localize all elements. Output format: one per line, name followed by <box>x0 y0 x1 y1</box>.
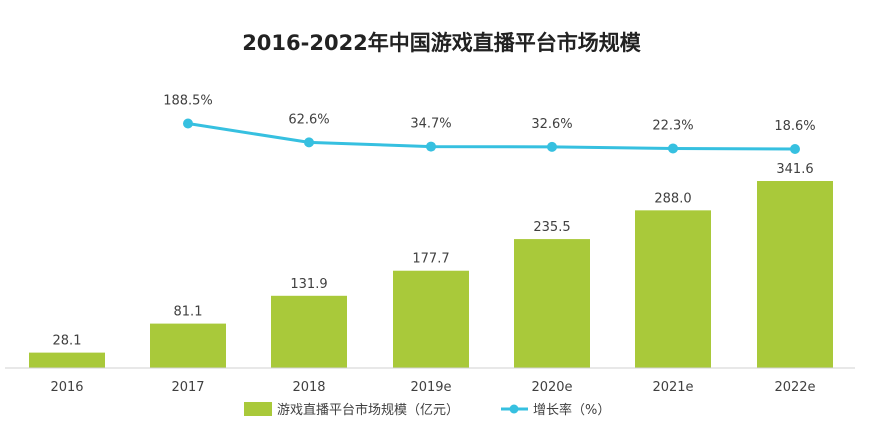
x-tick-2019e: 2019e <box>410 380 451 395</box>
bar-2018 <box>271 295 347 368</box>
bar-value-label-2019e: 177.7 <box>412 252 449 267</box>
bar-label-group: 28.1 81.1 131.9 177.7 235.5 288.0 341.6 <box>53 162 814 349</box>
growth-point-2022e <box>790 144 800 154</box>
x-tick-2017: 2017 <box>171 380 204 395</box>
bar-2021e <box>635 210 711 368</box>
x-tick-2021e: 2021e <box>652 380 693 395</box>
growth-line-group: 188.5% 62.6% 34.7% 32.6% 22.3% 18.6% <box>163 94 816 154</box>
x-tick-2020e: 2020e <box>531 380 572 395</box>
bar-2022e <box>757 181 833 368</box>
growth-label-2018: 62.6% <box>288 112 329 127</box>
bar-value-label-2020e: 235.5 <box>533 220 570 235</box>
growth-point-2020e <box>547 141 557 152</box>
bar-value-label-2022e: 341.6 <box>776 162 813 177</box>
growth-label-2019e: 34.7% <box>410 117 451 132</box>
bar-2016 <box>29 352 105 368</box>
growth-label-2020e: 32.6% <box>531 117 572 132</box>
growth-label-2022e: 18.6% <box>774 119 815 134</box>
bar-value-label-2017: 81.1 <box>174 305 203 320</box>
legend: 游戏直播平台市场规模（亿元） 增长率（%） <box>244 402 610 418</box>
growth-point-2017 <box>183 118 193 129</box>
legend-line-label: 增长率（%） <box>533 402 610 418</box>
x-tick-2016: 2016 <box>50 380 83 395</box>
growth-point-2018 <box>304 137 314 148</box>
x-tick-2022e: 2022e <box>774 380 815 395</box>
x-tick-2018: 2018 <box>292 380 325 395</box>
legend-bar-swatch <box>244 402 272 416</box>
bar-value-label-2021e: 288.0 <box>654 191 691 206</box>
bar-value-label-2016: 28.1 <box>53 334 82 349</box>
growth-label-2017: 188.5% <box>163 94 213 109</box>
growth-point-2019e <box>426 141 436 152</box>
bar-group <box>29 181 833 368</box>
legend-line-marker <box>509 404 519 414</box>
growth-label-2021e: 22.3% <box>652 118 693 133</box>
bar-value-label-2018: 131.9 <box>290 277 327 292</box>
x-tick-group: 2016 2017 2018 2019e 2020e 2021e 2022e <box>50 380 815 395</box>
chart-title: 2016-2022年中国游戏直播平台市场规模 <box>242 31 641 55</box>
bar-2019e <box>393 270 469 368</box>
growth-point-2021e <box>668 143 678 154</box>
bar-2020e <box>514 239 590 368</box>
growth-rate-line <box>187 122 796 151</box>
bar-2017 <box>150 323 226 368</box>
legend-bar-label: 游戏直播平台市场规模（亿元） <box>277 402 459 418</box>
